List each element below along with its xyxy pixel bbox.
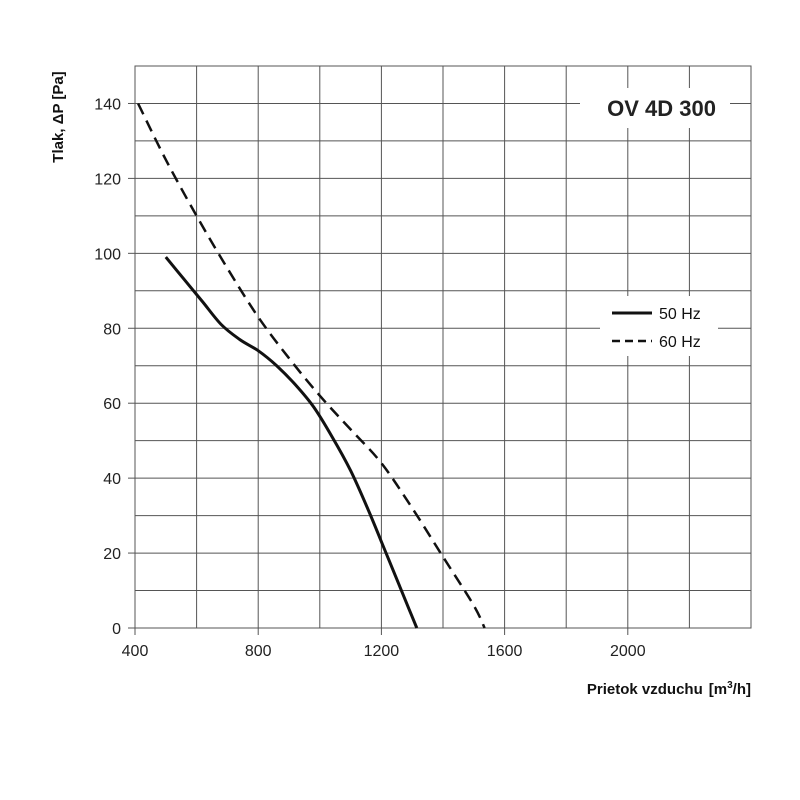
y-axis-title: Tlak, ΔP [Pa] <box>50 71 67 162</box>
x-tick-label: 400 <box>122 643 149 660</box>
title-background <box>580 88 730 128</box>
legend: 50 Hz 60 Hz <box>600 296 718 356</box>
x-axis-ticks: 400 800 1200 1600 2000 <box>122 628 646 660</box>
series-line-50hz <box>164 256 419 629</box>
y-tick-label: 140 <box>94 96 121 113</box>
x-axis-title-unit-open: [m <box>709 681 727 698</box>
y-axis-ticks: 0 20 40 60 80 100 120 140 <box>94 96 135 638</box>
legend-background <box>600 296 718 356</box>
y-tick-label: 40 <box>103 471 121 488</box>
grid <box>135 66 751 628</box>
x-tick-label: 1200 <box>364 643 400 660</box>
series-lines <box>136 102 486 629</box>
y-tick-label: 20 <box>103 546 121 563</box>
y-tick-label: 0 <box>112 621 121 638</box>
legend-label-60hz: 60 Hz <box>659 334 701 351</box>
chart-title: OV 4D 300 <box>607 96 716 121</box>
x-tick-label: 2000 <box>610 643 646 660</box>
x-tick-label: 1600 <box>487 643 523 660</box>
y-tick-label: 60 <box>103 396 121 413</box>
x-axis-title: Prietok vzduchu [m3/h] <box>587 680 751 698</box>
x-axis-title-unit-sup: 3 <box>727 680 733 691</box>
y-tick-label: 120 <box>94 171 121 188</box>
series-line-60hz <box>136 102 486 629</box>
legend-label-50hz: 50 Hz <box>659 306 701 323</box>
y-tick-label: 80 <box>103 321 121 338</box>
x-tick-label: 800 <box>245 643 272 660</box>
y-tick-label: 100 <box>94 246 121 263</box>
x-axis-title-main: Prietok vzduchu <box>587 681 703 698</box>
x-axis-title-unit-close: /h] <box>733 681 751 698</box>
plot-frame <box>134 65 752 629</box>
